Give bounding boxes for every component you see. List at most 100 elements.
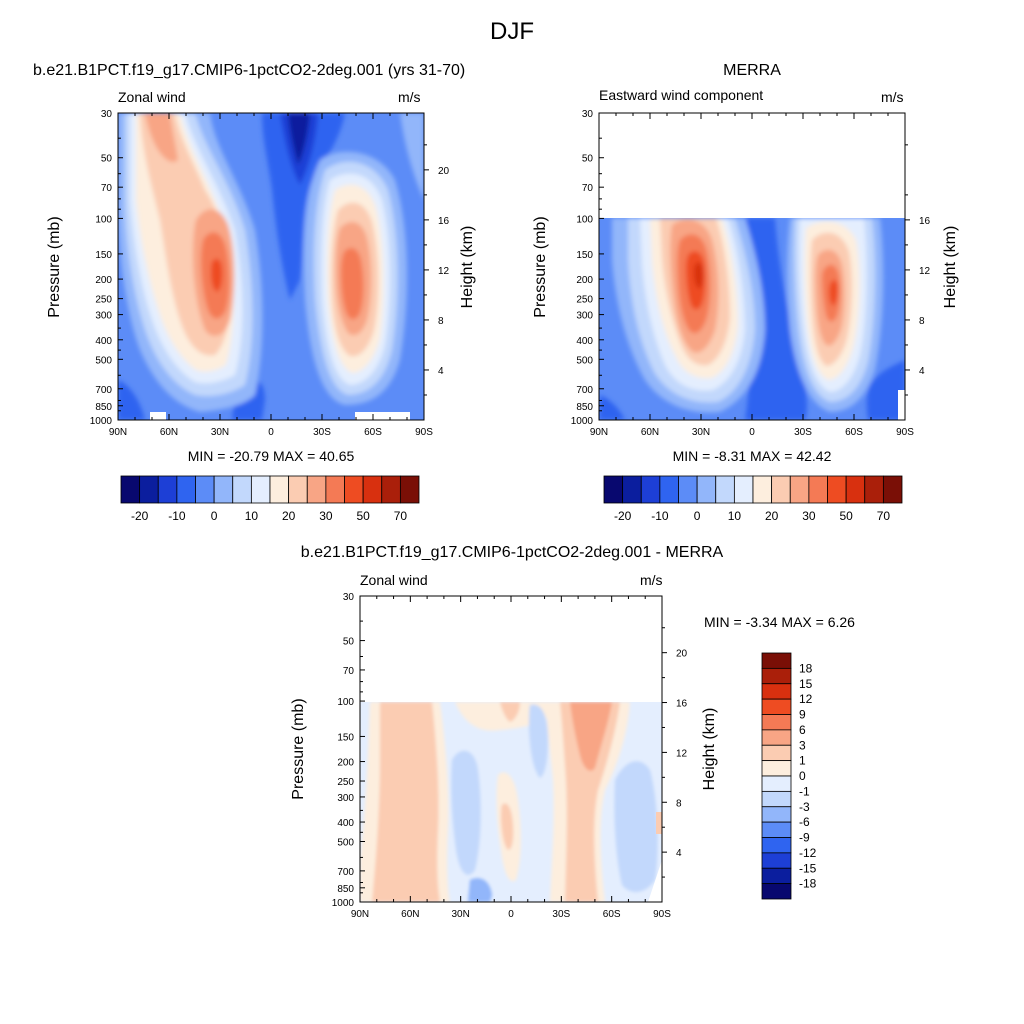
panel3-title: b.e21.B1PCT.f19_g17.CMIP6-1pctCO2-2deg.0… <box>300 544 724 561</box>
panel1-positive-9 <box>341 248 364 320</box>
x-tick-label: 30S <box>794 427 812 438</box>
colorbar-box <box>306 475 327 504</box>
panel2-colorbar: -20 -10 0 10 20 30 50 70 <box>603 475 903 523</box>
y-tick-label: 100 <box>576 214 593 225</box>
colorbar-box <box>761 714 792 731</box>
panel3-positive-8 <box>560 702 620 902</box>
panel3-field <box>360 702 662 902</box>
colorbar-box <box>678 475 698 504</box>
colorbar-box <box>761 667 792 685</box>
panel3-negative-1 <box>451 750 481 875</box>
colorbar-box <box>362 475 383 504</box>
colorbar-box <box>232 475 252 504</box>
colorbar-box <box>640 475 661 504</box>
y-tick-label: 500 <box>337 838 354 849</box>
colorbar-box <box>761 698 792 715</box>
panel1-stats: MIN = -20.79 MAX = 40.65 <box>187 448 355 464</box>
figure-title: DJF <box>490 18 534 45</box>
colorbar-box <box>761 837 792 854</box>
colorbar-box <box>325 475 345 504</box>
x-tick-label: 30S <box>552 909 570 920</box>
y-tick-label: 400 <box>337 818 354 829</box>
y-tick-label: 1000 <box>90 416 113 427</box>
y-tick-label: 30 <box>582 109 594 120</box>
colorbar-label: 20 <box>765 509 779 523</box>
colorbar-label: -18 <box>799 877 817 891</box>
height-tick-label: 8 <box>438 316 444 327</box>
colorbar-label: 20 <box>282 509 296 523</box>
height-tick-label: 8 <box>919 316 925 327</box>
y-tick-label: 300 <box>337 793 354 804</box>
panel3-left-string: Zonal wind <box>360 572 428 588</box>
panel2-easterly-2 <box>599 395 625 420</box>
panel3-negative-2 <box>529 704 548 778</box>
x-tick-label: 30N <box>692 427 710 438</box>
panel3-missing-1 <box>648 860 662 902</box>
axes-layer: 305070100150200250300400500700850100090N… <box>90 109 931 920</box>
colorbar-label: 15 <box>799 677 813 691</box>
y-tick-label: 700 <box>576 385 593 396</box>
x-tick-label: 90N <box>351 909 369 920</box>
height-tick-label: 4 <box>438 366 444 377</box>
colorbar-box <box>761 775 792 792</box>
panel1-left-string: Zonal wind <box>118 89 186 105</box>
colorbar-box <box>622 475 642 504</box>
colorbar-box <box>696 475 717 504</box>
colorbar-box <box>882 475 903 504</box>
colorbar-label: 0 <box>211 509 218 523</box>
colorbar-box <box>120 475 141 504</box>
colorbar-label: -3 <box>799 800 810 814</box>
panel2-stats: MIN = -8.31 MAX = 42.42 <box>672 448 832 464</box>
x-tick-label: 60S <box>845 427 863 438</box>
colorbar-label: 6 <box>799 723 806 737</box>
colorbar-box <box>659 475 679 504</box>
colorbar-box <box>603 475 624 504</box>
panel1-missing-1 <box>150 412 166 420</box>
y-tick-label: 400 <box>576 336 593 347</box>
colorbar-label: -20 <box>614 509 632 523</box>
panel1-colorbar: -20 -10 0 10 20 30 50 70 <box>120 475 420 523</box>
y-tick-label: 500 <box>576 355 593 366</box>
x-tick-label: 60N <box>641 427 659 438</box>
colorbar-box <box>808 475 828 504</box>
y-tick-label: 200 <box>576 275 593 286</box>
colorbar-label: 3 <box>799 738 806 752</box>
y-tick-label: 70 <box>101 183 113 194</box>
colorbar-box <box>864 475 884 504</box>
height-tick-label: 16 <box>676 699 688 710</box>
panel1-field <box>118 113 424 420</box>
x-tick-label: 0 <box>749 427 755 438</box>
height-tick-label: 20 <box>676 649 688 660</box>
panel1-right-string: m/s <box>398 89 421 105</box>
colorbars-layer: -20 -10 0 10 20 30 50 70 -20 -10 0 10 20 30 50 70181512… <box>120 475 903 900</box>
colorbar-box <box>761 760 792 777</box>
panel3-positive-patch <box>656 812 662 834</box>
colorbar-label: -10 <box>168 509 186 523</box>
height-tick-label: 4 <box>919 366 925 377</box>
panel3-positive-2 <box>372 702 440 902</box>
colorbar-box <box>139 475 159 504</box>
colorbar-box <box>752 475 773 504</box>
x-tick-label: 90N <box>109 427 127 438</box>
y-tick-label: 850 <box>95 402 112 413</box>
colorbar-box <box>733 475 754 504</box>
panel1-axes: 305070100150200250300400500700850100090N… <box>90 109 450 438</box>
colorbar-box <box>761 683 792 700</box>
height-tick-label: 4 <box>676 848 682 859</box>
panel2-positive-10 <box>829 280 838 306</box>
panel1-positive-5 <box>145 113 178 162</box>
colorbar-box <box>761 652 792 669</box>
colorbar-box <box>789 475 810 504</box>
panel1-light-blue-3 <box>400 113 424 200</box>
y-tick-label: 700 <box>95 385 112 396</box>
y-tick-label: 50 <box>343 637 355 648</box>
panel2-right-string: m/s <box>881 89 904 105</box>
x-tick-label: 90S <box>896 427 914 438</box>
colorbar-box <box>157 475 178 504</box>
panel3-positive-4 <box>500 702 520 722</box>
colorbar-label: 10 <box>245 509 259 523</box>
height-tick-label: 12 <box>438 266 450 277</box>
colorbar-label: -6 <box>799 815 810 829</box>
y-tick-label: 50 <box>582 154 594 165</box>
